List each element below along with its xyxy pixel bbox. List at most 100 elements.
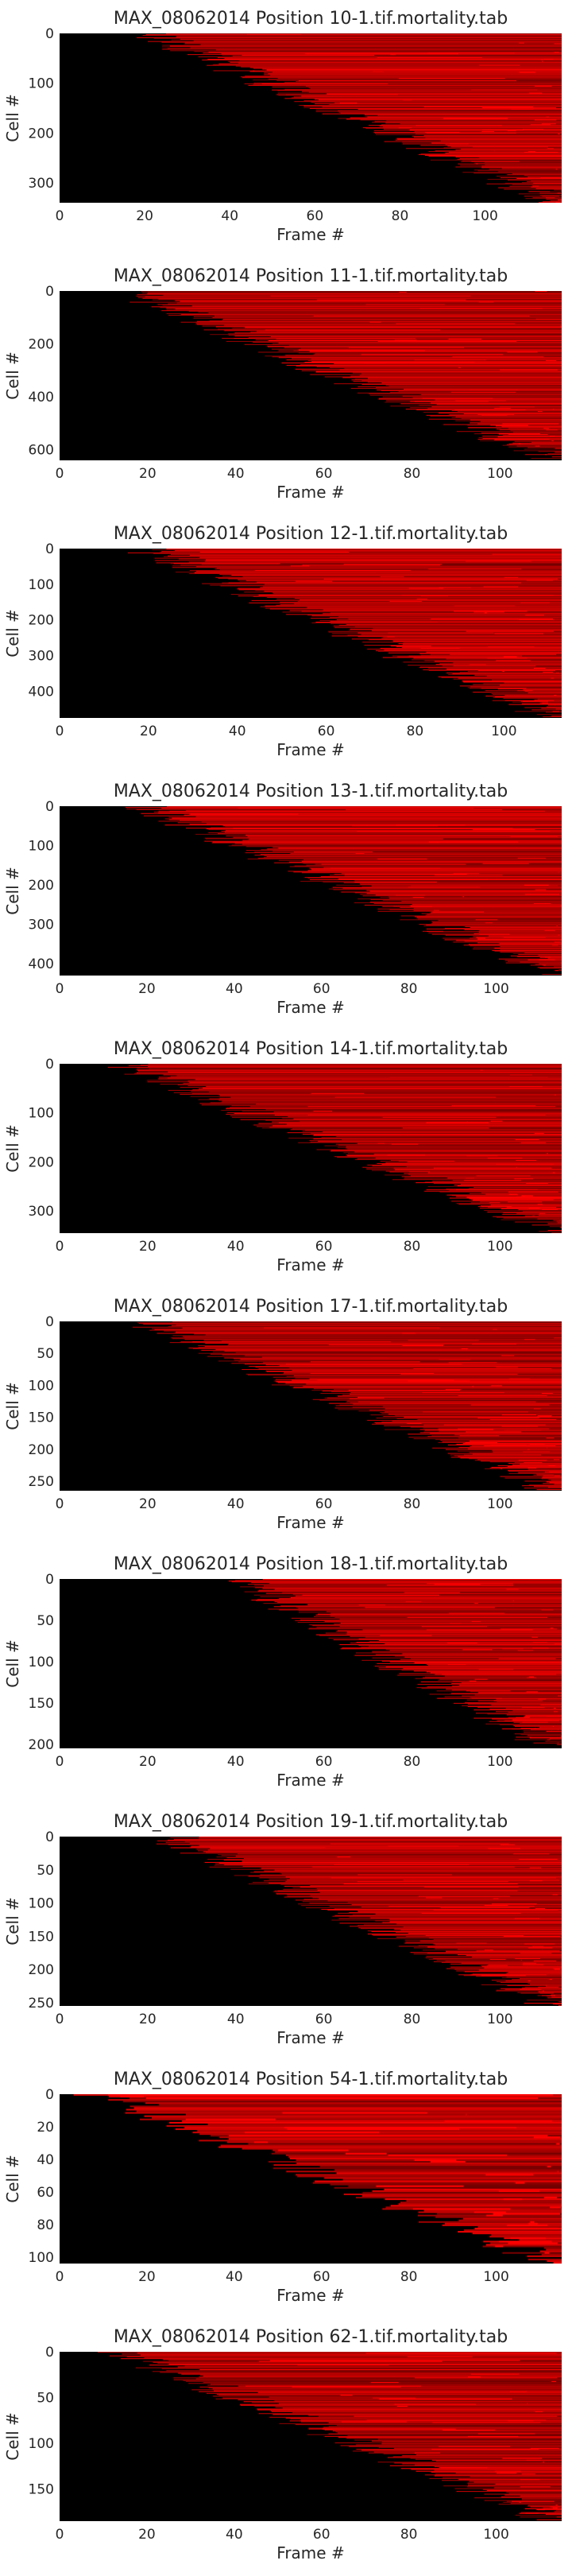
heatmap-bright-segment (558, 871, 560, 873)
heatmap-row (288, 1137, 562, 1139)
chart-title: MAX_08062014 Position 13-1.tif.mortality… (114, 782, 508, 801)
heatmap-row (411, 1658, 562, 1659)
heatmap-row (207, 2384, 562, 2386)
heatmap-bright-segment (471, 1620, 481, 1623)
heatmap-bright-segment (393, 906, 433, 907)
heatmap-bright-segment (508, 434, 548, 436)
chart-title: MAX_08062014 Position 62-1.tif.mortality… (114, 2327, 508, 2347)
heatmap-row (152, 2371, 562, 2372)
heatmap-row (413, 136, 562, 138)
x-axis-label: Frame # (276, 998, 344, 1017)
heatmap-row (263, 1585, 562, 1587)
heatmap-row (531, 458, 562, 460)
heatmap-row (262, 68, 562, 70)
heatmap-row (309, 1627, 562, 1629)
heatmap-row (429, 1693, 562, 1695)
heatmap-row (272, 1121, 562, 1123)
heatmap-row (338, 111, 562, 113)
heatmap-bright-segment (546, 429, 558, 431)
heatmap-bright-segment (504, 576, 519, 578)
heatmap-bright-segment (532, 185, 539, 187)
heatmap-row (276, 1893, 562, 1895)
heatmap-row (121, 2358, 562, 2360)
heatmap-row (357, 1158, 562, 1160)
heatmap-row (381, 382, 562, 384)
heatmap-row (133, 1326, 562, 1328)
heatmap-row (301, 370, 562, 371)
x-tick-label: 0 (56, 1496, 64, 1512)
heatmap-row (136, 2110, 562, 2112)
mortality-heatmap-8: MAX_08062014 Position 19-1.tif.mortality… (3, 1812, 562, 2047)
heatmap-row (464, 2229, 562, 2232)
heatmap-row (555, 708, 562, 710)
heatmap-row (400, 2202, 562, 2204)
heatmap-bright-segment (361, 354, 504, 355)
heatmap-bright-segment (557, 1742, 559, 1744)
heatmap-row (315, 621, 562, 623)
heatmap-row (328, 631, 562, 633)
heatmap-row (523, 1730, 562, 1732)
heatmap-bright-segment (543, 428, 550, 429)
heatmap-row (213, 70, 562, 72)
heatmap-row (547, 1223, 562, 1224)
heatmap-row (258, 1589, 562, 1591)
heatmap-row (492, 950, 562, 952)
heatmap-row (269, 2416, 562, 2418)
heatmap-row (491, 2234, 562, 2237)
heatmap-row (378, 398, 562, 400)
heatmap-row (426, 651, 562, 653)
heatmap-bright-segment (422, 398, 493, 399)
heatmap-row (262, 1588, 562, 1589)
heatmap-row (388, 652, 562, 654)
heatmap-row (553, 966, 562, 968)
heatmap-row (386, 120, 562, 122)
heatmap-bright-segment (521, 2473, 535, 2475)
x-tick-label: 80 (407, 724, 424, 739)
heatmap-row (502, 2252, 562, 2254)
heatmap-row (377, 910, 562, 912)
heatmap-row (324, 2435, 562, 2438)
heatmap-row (392, 641, 562, 642)
heatmap-row (170, 50, 562, 52)
x-tick-label: 80 (404, 1239, 421, 1255)
heatmap-row (500, 1208, 562, 1210)
heatmap-row (347, 2434, 562, 2436)
heatmap-row (415, 916, 562, 918)
heatmap-bright-segment (453, 873, 480, 875)
heatmap-row (442, 1441, 562, 1443)
heatmap-row (458, 2479, 562, 2481)
heatmap-row (262, 1579, 562, 1581)
heatmap-row (172, 1338, 562, 1340)
heatmap-bright-segment (396, 894, 425, 896)
heatmap-row (413, 1670, 562, 1672)
heatmap-bright-segment (496, 660, 531, 661)
heatmap-row (465, 1701, 562, 1703)
heatmap-row (320, 876, 562, 878)
heatmap-row (455, 166, 562, 168)
heatmap-row (346, 1631, 562, 1633)
heatmap-row (512, 184, 562, 185)
heatmap-row (400, 1426, 562, 1427)
heatmap-row (531, 709, 562, 711)
heatmap-bright-segment (528, 1579, 551, 1581)
heatmap-row (375, 387, 562, 389)
y-tick-label: 0 (45, 2345, 54, 2361)
heatmap-bright-segment (345, 2152, 387, 2155)
heatmap-row (498, 171, 562, 173)
chart-title: MAX_08062014 Position 14-1.tif.mortality… (114, 1039, 508, 1059)
heatmap-row (337, 1630, 562, 1631)
heatmap-bright-segment (498, 1658, 556, 1659)
heatmap-row (539, 956, 562, 958)
heatmap-bright-segment (524, 1943, 555, 1945)
heatmap-bright-segment (247, 33, 302, 35)
heatmap-row (438, 1679, 562, 1681)
heatmap-row (365, 1636, 562, 1638)
heatmap-bright-segment (477, 669, 555, 671)
heatmap-row (372, 1423, 562, 1425)
heatmap-bright-segment (473, 146, 548, 148)
heatmap-row (444, 927, 562, 929)
heatmap-row (303, 106, 562, 107)
heatmap-row (242, 1860, 562, 1862)
heatmap-bright-segment (484, 1905, 508, 1907)
heatmap-row (477, 1707, 562, 1709)
